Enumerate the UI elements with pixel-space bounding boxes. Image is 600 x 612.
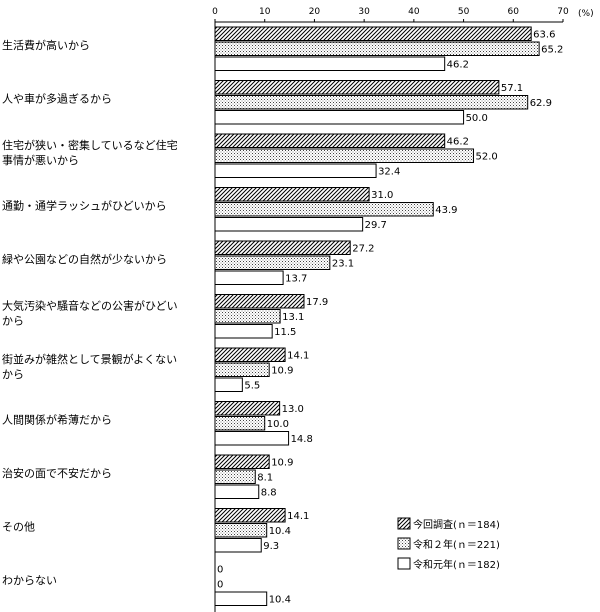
bar — [214, 202, 434, 217]
data-label: 13.7 — [285, 274, 307, 285]
data-label: 46.2 — [447, 137, 469, 148]
data-label: 57.1 — [501, 83, 523, 94]
bar — [214, 95, 529, 110]
data-label: 62.9 — [530, 98, 552, 109]
bar — [214, 324, 273, 339]
category-label: 治安の面で不安だから — [2, 466, 112, 480]
data-label: 52.0 — [476, 152, 498, 163]
data-label: 46.2 — [447, 60, 469, 71]
data-label: 0 — [217, 580, 223, 591]
bar — [214, 508, 286, 523]
category-label: 事情が悪いから — [2, 153, 79, 167]
data-label: 32.4 — [378, 167, 400, 178]
data-label: 13.1 — [282, 312, 304, 323]
legend-label: 令和２年(ｎ＝221) — [413, 538, 500, 551]
data-label: 31.0 — [371, 190, 393, 201]
bar — [214, 41, 540, 56]
bar — [214, 270, 284, 285]
legend-swatch — [397, 557, 411, 570]
bar — [214, 26, 532, 41]
legend-swatch — [397, 537, 411, 550]
unit-label: (%) — [578, 9, 594, 19]
x-tick-label: 70 — [557, 7, 569, 17]
data-label: 17.9 — [306, 297, 328, 308]
data-label: 29.7 — [365, 220, 387, 231]
bar — [214, 217, 364, 232]
bar — [214, 469, 256, 484]
data-label: 43.9 — [435, 205, 457, 216]
bar — [214, 401, 281, 416]
x-tick-label: 10 — [259, 7, 271, 17]
bar — [214, 523, 268, 538]
legend-label: 今回調査(ｎ＝184) — [413, 518, 500, 531]
category-label: 街並みが雑然として景観がよくない — [2, 352, 177, 366]
bar — [214, 431, 290, 446]
bar — [214, 591, 268, 606]
category-labels: 生活費が高いから人や車が多過ぎるから住宅が狭い・密集しているなど住宅事情が悪いか… — [2, 38, 178, 587]
legend-label: 令和元年(ｎ＝182) — [413, 558, 500, 571]
x-tick-label: 30 — [358, 7, 370, 17]
bar — [214, 148, 475, 163]
data-label: 14.1 — [287, 511, 309, 522]
category-label: から — [2, 368, 24, 381]
data-label: 13.0 — [282, 404, 304, 415]
data-label: 5.5 — [244, 381, 260, 392]
legend-swatch — [397, 517, 411, 530]
data-label: 10.9 — [271, 458, 293, 469]
data-label: 10.9 — [271, 366, 293, 377]
bars: 63.6 65.2 46.2 57.1 62.9 50.0 46.2 52.0 32.4 31.0… — [214, 26, 563, 606]
bar — [214, 309, 281, 324]
bar — [214, 377, 243, 392]
data-label: 0 — [217, 565, 223, 576]
category-label: その他 — [2, 521, 35, 534]
bar — [214, 240, 351, 255]
data-label: 14.8 — [291, 434, 313, 445]
x-tick-label: 50 — [458, 7, 470, 17]
category-label: 緑や公園などの自然が少ないから — [2, 252, 167, 266]
legend: 今回調査(ｎ＝184) 令和２年(ｎ＝221) 令和元年(ｎ＝182) — [397, 517, 500, 571]
data-label: 10.4 — [269, 526, 291, 537]
data-label: 27.2 — [352, 244, 374, 255]
category-label: 生活費が高いから — [2, 38, 90, 52]
bar — [214, 187, 370, 202]
category-label: 人や車が多過ぎるから — [2, 92, 112, 106]
x-tick-label: 20 — [309, 7, 321, 17]
bar — [214, 255, 331, 270]
data-label: 63.6 — [533, 30, 555, 41]
data-label: 50.0 — [466, 113, 488, 124]
category-label: から — [2, 315, 24, 328]
category-label: わからない — [2, 574, 57, 587]
data-label: 23.1 — [332, 259, 354, 270]
data-label: 65.2 — [541, 45, 563, 56]
x-tick-label: 40 — [408, 7, 420, 17]
data-label: 10.0 — [267, 419, 289, 430]
category-label: 人間関係が希薄だから — [2, 413, 112, 427]
category-label: 大気汚染や騒音などの公害がひどい — [2, 299, 178, 313]
x-tick-label: 60 — [508, 7, 520, 17]
bar — [214, 347, 286, 362]
bar — [214, 362, 270, 377]
bar — [214, 484, 260, 499]
bar — [214, 133, 446, 148]
bar — [214, 56, 446, 71]
data-label: 14.1 — [287, 351, 309, 362]
category-label: 通勤・通学ラッシュがひどいから — [2, 199, 167, 213]
bar — [214, 80, 500, 95]
data-label: 9.3 — [263, 541, 279, 552]
data-label: 10.4 — [269, 595, 291, 606]
x-tick-label: 0 — [212, 7, 218, 17]
bar — [214, 110, 465, 125]
bar — [214, 163, 377, 178]
bar — [214, 294, 305, 309]
bar — [214, 454, 270, 469]
data-label: 11.5 — [274, 327, 296, 338]
data-label: 8.1 — [257, 473, 273, 484]
bar — [214, 416, 266, 431]
bar — [214, 538, 262, 553]
data-label: 8.8 — [261, 488, 277, 499]
category-label: 住宅が狭い・密集しているなど住宅 — [2, 138, 178, 152]
